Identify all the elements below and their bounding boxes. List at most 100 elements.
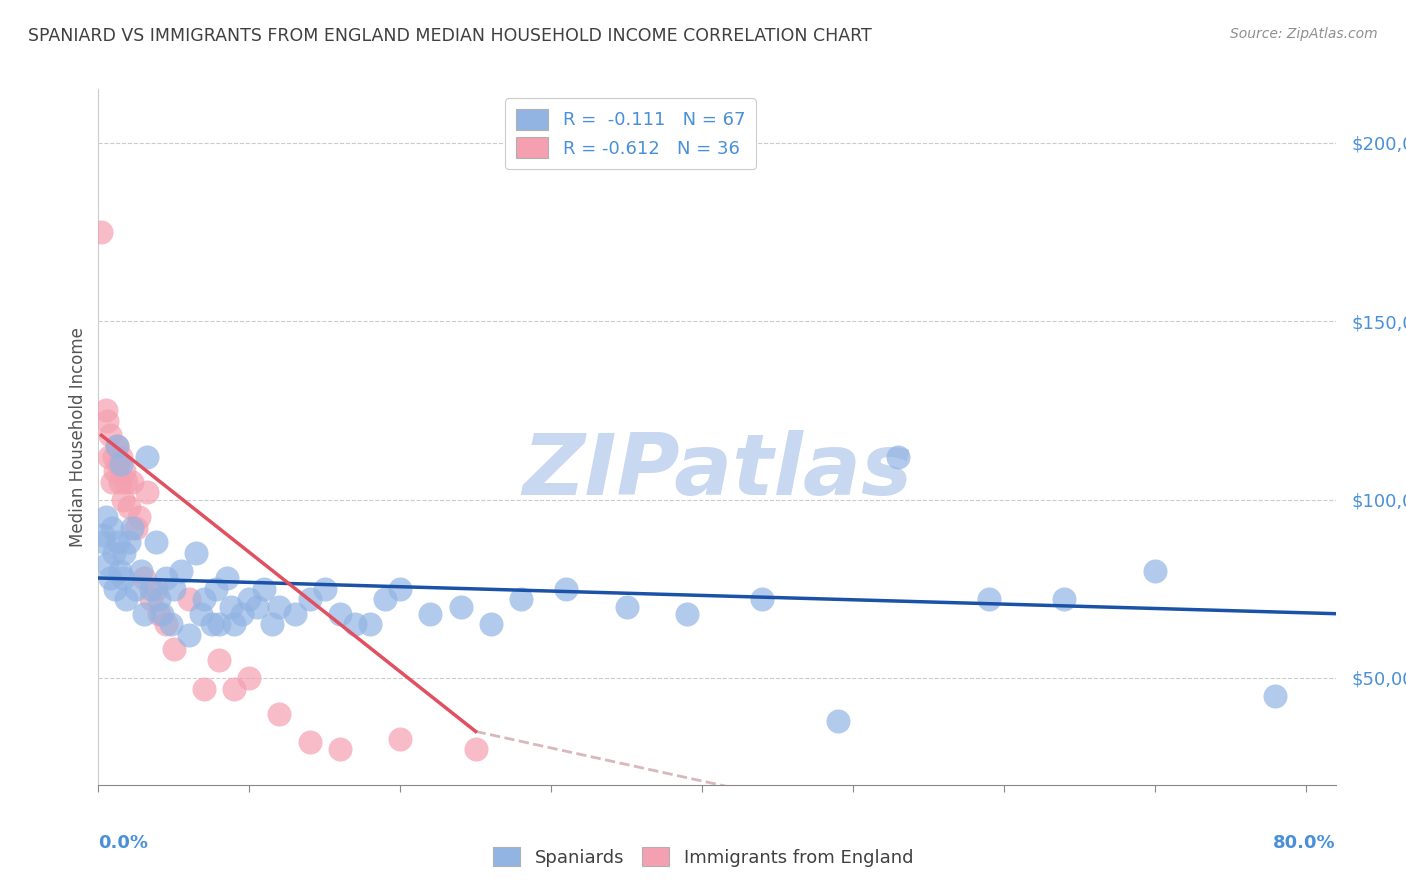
Text: SPANIARD VS IMMIGRANTS FROM ENGLAND MEDIAN HOUSEHOLD INCOME CORRELATION CHART: SPANIARD VS IMMIGRANTS FROM ENGLAND MEDI…	[28, 27, 872, 45]
Point	[177, 628, 200, 642]
Point	[200, 617, 222, 632]
Point	[464, 742, 486, 756]
Point	[135, 450, 157, 464]
Point	[112, 464, 135, 478]
Text: ZIPatlas: ZIPatlas	[522, 430, 912, 514]
Point	[450, 599, 472, 614]
Point	[1143, 564, 1166, 578]
Point	[105, 439, 128, 453]
Point	[224, 617, 246, 632]
Point	[389, 582, 412, 596]
Point	[827, 714, 849, 728]
Point	[205, 582, 228, 596]
Point	[105, 439, 128, 453]
Point	[155, 571, 177, 585]
Point	[132, 607, 155, 621]
Text: 0.0%: 0.0%	[98, 834, 149, 852]
Point	[148, 607, 170, 621]
Point	[314, 582, 336, 596]
Point	[101, 475, 124, 489]
Point	[177, 592, 200, 607]
Point	[887, 450, 910, 464]
Point	[555, 582, 578, 596]
Point	[751, 592, 773, 607]
Point	[298, 592, 321, 607]
Point	[90, 225, 112, 239]
Point	[150, 607, 173, 621]
Point	[121, 475, 143, 489]
Point	[219, 599, 242, 614]
Point	[141, 592, 163, 607]
Point	[110, 450, 132, 464]
Point	[104, 464, 127, 478]
Point	[108, 475, 131, 489]
Point	[224, 681, 246, 696]
Point	[148, 592, 170, 607]
Point	[208, 617, 231, 632]
Point	[91, 528, 114, 542]
Point	[253, 582, 276, 596]
Point	[103, 450, 125, 464]
Point	[94, 403, 117, 417]
Point	[329, 607, 352, 621]
Point	[343, 617, 366, 632]
Point	[93, 535, 115, 549]
Point	[117, 535, 139, 549]
Point	[112, 546, 135, 560]
Point	[114, 592, 136, 607]
Point	[96, 414, 118, 428]
Point	[111, 492, 134, 507]
Point	[419, 607, 441, 621]
Point	[160, 617, 183, 632]
Point	[155, 617, 177, 632]
Point	[114, 475, 136, 489]
Point	[129, 564, 152, 578]
Point	[96, 557, 118, 571]
Point	[193, 681, 215, 696]
Point	[246, 599, 269, 614]
Point	[479, 617, 502, 632]
Point	[1264, 689, 1286, 703]
Point	[103, 546, 125, 560]
Point	[359, 617, 381, 632]
Point	[104, 582, 127, 596]
Point	[215, 571, 238, 585]
Point	[298, 735, 321, 749]
Point	[107, 535, 129, 549]
Point	[193, 592, 215, 607]
Point	[1053, 592, 1076, 607]
Point	[509, 592, 531, 607]
Point	[676, 607, 699, 621]
Point	[98, 450, 121, 464]
Point	[284, 607, 307, 621]
Point	[125, 521, 148, 535]
Legend: R =  -0.111   N = 67, R = -0.612   N = 36: R = -0.111 N = 67, R = -0.612 N = 36	[505, 98, 756, 169]
Legend: Spaniards, Immigrants from England: Spaniards, Immigrants from England	[485, 840, 921, 874]
Point	[145, 535, 167, 549]
Point	[231, 607, 253, 621]
Point	[125, 582, 148, 596]
Point	[190, 607, 212, 621]
Text: 80.0%: 80.0%	[1272, 834, 1336, 852]
Point	[121, 521, 143, 535]
Point	[117, 500, 139, 514]
Point	[977, 592, 1000, 607]
Point	[329, 742, 352, 756]
Point	[186, 546, 208, 560]
Text: Source: ZipAtlas.com: Source: ZipAtlas.com	[1230, 27, 1378, 41]
Point	[269, 706, 291, 721]
Point	[389, 731, 412, 746]
Point	[616, 599, 638, 614]
Y-axis label: Median Household Income: Median Household Income	[69, 327, 87, 547]
Point	[100, 428, 122, 442]
Point	[94, 510, 117, 524]
Point	[110, 457, 132, 471]
Point	[108, 564, 131, 578]
Point	[101, 521, 124, 535]
Point	[100, 571, 122, 585]
Point	[238, 671, 260, 685]
Point	[135, 485, 157, 500]
Point	[170, 564, 193, 578]
Point	[269, 599, 291, 614]
Point	[260, 617, 283, 632]
